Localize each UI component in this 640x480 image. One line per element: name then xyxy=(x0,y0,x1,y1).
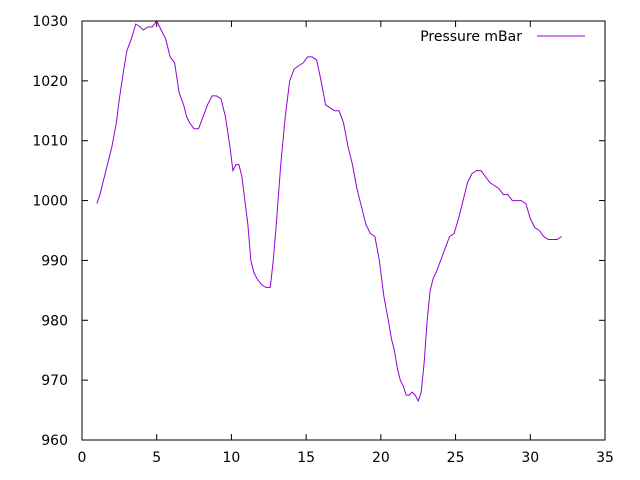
y-tick-label: 960 xyxy=(41,433,68,449)
x-tick-label: 0 xyxy=(78,450,87,466)
legend: Pressure mBar xyxy=(420,29,585,45)
y-tick-label: 1000 xyxy=(32,194,68,210)
x-tick-label: 25 xyxy=(447,450,465,466)
series-line-pressure xyxy=(96,20,562,403)
y-tick-label: 970 xyxy=(41,373,68,389)
y-tick-label: 1030 xyxy=(32,14,68,30)
x-axis-ticks: 0 5 10 15 20 25 30 35 xyxy=(78,21,614,466)
x-tick-label: 35 xyxy=(596,450,614,466)
y-axis-ticks: 960 970 980 990 1000 1010 1020 1030 xyxy=(32,14,605,449)
y-tick-label: 1010 xyxy=(32,134,68,150)
y-tick-label: 1020 xyxy=(32,74,68,90)
y-tick-label: 990 xyxy=(41,253,68,269)
y-tick-label: 980 xyxy=(41,313,68,329)
x-tick-label: 10 xyxy=(223,450,241,466)
x-tick-label: 20 xyxy=(372,450,390,466)
legend-label: Pressure mBar xyxy=(420,29,522,45)
x-tick-label: 30 xyxy=(521,450,539,466)
x-tick-label: 15 xyxy=(297,450,315,466)
x-tick-label: 5 xyxy=(152,450,161,466)
plot-border xyxy=(81,20,606,441)
